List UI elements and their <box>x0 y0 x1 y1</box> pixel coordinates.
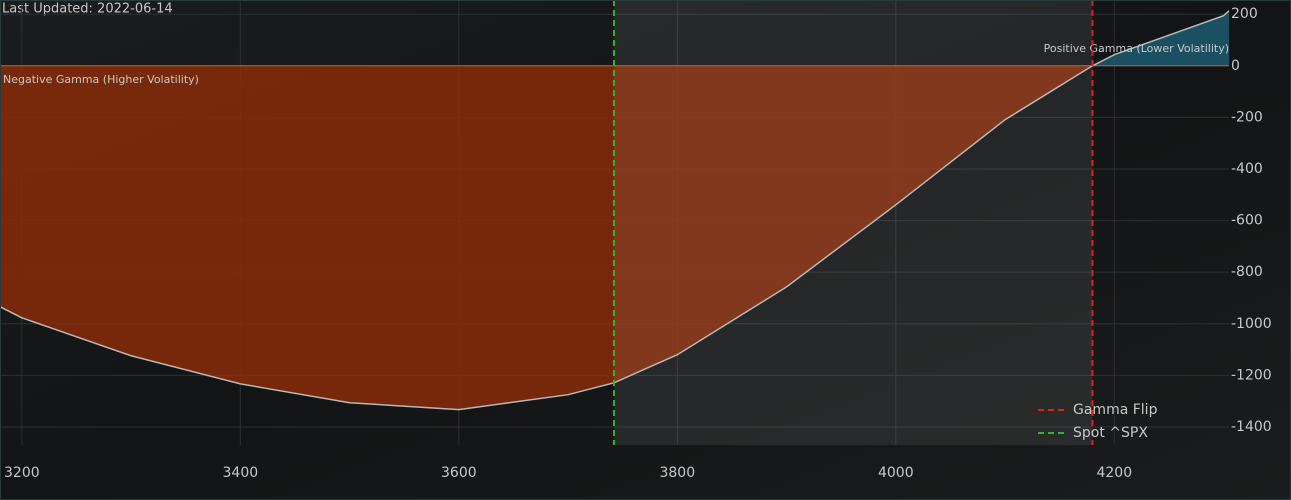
x-tick-label: 3600 <box>441 465 477 481</box>
y-tick-label: 0 <box>1231 58 1240 74</box>
y-tick-label: -1400 <box>1231 419 1272 435</box>
legend-label: Spot ^SPX <box>1073 425 1148 441</box>
y-tick-label: -200 <box>1231 109 1263 125</box>
positive-area <box>0 10 1229 66</box>
y-tick-label: -1200 <box>1231 367 1272 383</box>
curve <box>0 10 1230 411</box>
annotation: Negative Gamma (Higher Volatility) <box>3 73 199 86</box>
y-tick-label: -800 <box>1231 264 1263 280</box>
x-tick-label: 4000 <box>878 465 914 481</box>
x-tick-label: 4200 <box>1096 465 1132 481</box>
annotation: Positive Gamma (Lower Volatility) <box>1044 42 1229 55</box>
y-tick-label: -1000 <box>1231 316 1272 332</box>
y-tick-label: 200 <box>1231 6 1258 22</box>
x-tick-label: 3800 <box>659 465 695 481</box>
chart-title: Last Updated: 2022-06-14 <box>2 2 173 17</box>
x-tick-label: 3400 <box>223 465 259 481</box>
x-tick-label: 3200 <box>4 465 40 481</box>
range-shade <box>613 0 1093 445</box>
negative-area <box>0 65 1093 410</box>
legend-label: Gamma Flip <box>1073 402 1158 418</box>
y-tick-label: -600 <box>1231 213 1263 229</box>
y-tick-label: -400 <box>1231 161 1263 177</box>
